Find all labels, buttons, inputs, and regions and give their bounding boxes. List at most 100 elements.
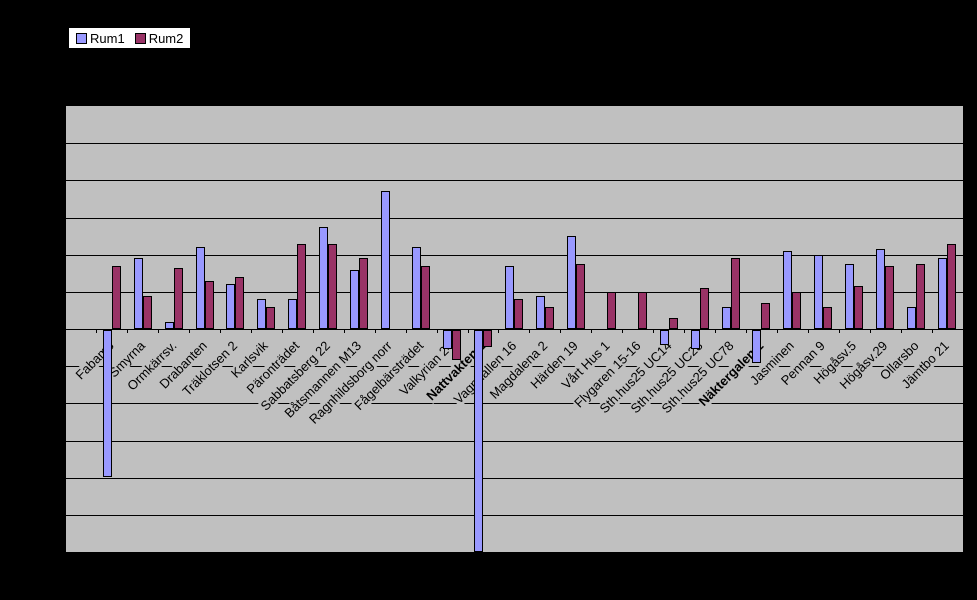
x-axis-tick [715, 329, 716, 333]
x-axis-tick [96, 329, 97, 333]
bar-rum1-6 [257, 299, 266, 329]
x-axis-tick [251, 329, 252, 333]
x-axis-tick [406, 329, 407, 333]
legend-swatch-rum2-icon [134, 32, 146, 44]
legend-label-rum2: Rum2 [148, 30, 184, 46]
gridline [66, 218, 963, 219]
x-axis-tick [684, 329, 685, 333]
bar-rum1-28 [938, 258, 947, 329]
gridline [66, 441, 963, 442]
bar-rum1-7 [288, 299, 297, 329]
x-axis-tick [498, 329, 499, 333]
bar-rum2-22 [761, 303, 770, 329]
bar-rum1-4 [196, 247, 205, 329]
bar-rum2-20 [700, 288, 709, 329]
bar-rum2-19 [669, 318, 678, 329]
gridline [66, 403, 963, 404]
bar-rum2-8 [328, 244, 337, 329]
bar-rum2-11 [421, 266, 430, 329]
bar-rum2-3 [174, 268, 183, 329]
x-axis-tick [127, 329, 128, 333]
gridline [66, 292, 963, 293]
bar-rum1-9 [350, 270, 359, 329]
x-axis-tick [189, 329, 190, 333]
bar-rum1-13 [474, 330, 483, 552]
gridline [66, 143, 963, 144]
legend-label-rum1: Rum1 [90, 30, 125, 46]
x-axis-tick [622, 329, 623, 333]
gridline [66, 515, 963, 516]
legend-item-rum1: Rum1 [76, 32, 125, 45]
x-axis-tick [344, 329, 345, 333]
bar-rum2-28 [947, 244, 956, 329]
gridline [66, 255, 963, 256]
plot-area: Fabamö Smyrna Ormkärrsv. Drabanten Träklotse… [65, 105, 964, 553]
x-axis-tick [282, 329, 283, 333]
legend: Rum1 Rum2 [68, 27, 192, 49]
bar-rum2-14 [514, 299, 523, 329]
x-axis-tick [437, 329, 438, 333]
bar-rum2-26 [885, 266, 894, 329]
x-axis-tick [529, 329, 530, 333]
bar-rum2-4 [205, 281, 214, 329]
legend-swatch-rum1-icon [76, 32, 87, 44]
bar-rum1-15 [536, 296, 545, 329]
bar-rum2-2 [143, 296, 152, 329]
bar-rum2-13 [483, 330, 492, 347]
bar-rum1-11 [412, 247, 421, 329]
bar-rum2-6 [266, 307, 275, 329]
bar-rum1-20 [691, 330, 700, 349]
bar-rum1-1 [103, 330, 112, 477]
bar-rum1-19 [660, 330, 669, 345]
x-axis-tick [375, 329, 376, 333]
bar-rum2-16 [576, 264, 585, 329]
x-axis-tick [468, 329, 469, 333]
bar-rum1-12 [443, 330, 452, 349]
x-axis-tick [220, 329, 221, 333]
x-axis-tick [560, 329, 561, 333]
bar-rum1-24 [814, 255, 823, 329]
x-axis-tick [932, 329, 933, 333]
bar-rum1-21 [722, 307, 731, 329]
bar-rum1-25 [845, 264, 854, 329]
x-axis-tick [777, 329, 778, 333]
bar-rum2-9 [359, 258, 368, 329]
gridline [66, 478, 963, 479]
legend-item-rum2: Rum2 [134, 30, 184, 46]
bar-rum1-2 [134, 258, 143, 329]
bar-rum1-22 [752, 330, 761, 363]
gridline [66, 180, 963, 181]
bar-rum2-12 [452, 330, 461, 360]
bar-rum2-18 [638, 292, 647, 329]
bar-rum2-17 [607, 292, 616, 329]
bar-rum2-1 [112, 266, 121, 329]
x-axis-zero-line [66, 329, 963, 330]
bar-rum1-3 [165, 322, 174, 329]
bar-rum1-8 [319, 227, 328, 329]
bar-rum2-23 [792, 292, 801, 329]
x-axis-tick [808, 329, 809, 333]
x-axis-tick [870, 329, 871, 333]
bar-rum2-15 [545, 307, 554, 329]
bar-rum1-26 [876, 249, 885, 329]
bar-rum2-25 [854, 286, 863, 329]
bar-rum1-16 [567, 236, 576, 329]
x-axis-tick [746, 329, 747, 333]
x-axis-tick [839, 329, 840, 333]
bar-rum1-27 [907, 307, 916, 329]
bar-rum1-5 [226, 284, 235, 329]
bar-rum1-23 [783, 251, 792, 329]
bar-rum2-24 [823, 307, 832, 329]
x-axis-tick [963, 329, 964, 333]
bar-rum2-27 [916, 264, 925, 329]
bar-rum1-14 [505, 266, 514, 329]
x-axis-tick [901, 329, 902, 333]
bar-rum2-21 [731, 258, 740, 329]
bar-rum2-7 [297, 244, 306, 329]
x-axis-tick [653, 329, 654, 333]
x-axis-tick [591, 329, 592, 333]
bar-rum2-5 [235, 277, 244, 329]
bar-rum1-10 [381, 191, 390, 329]
x-axis-tick [313, 329, 314, 333]
